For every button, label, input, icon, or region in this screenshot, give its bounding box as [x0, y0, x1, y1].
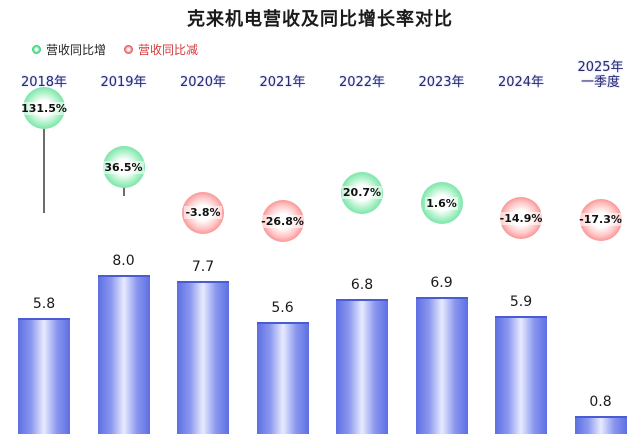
- x-tick-label: 2022年: [338, 75, 386, 90]
- growth-data-label: -26.8%: [260, 214, 305, 228]
- bar-data-label: 6.9: [430, 274, 453, 291]
- bar-data-label: 6.8: [350, 276, 374, 293]
- bar-data-label: 0.8: [589, 394, 612, 411]
- growth-data-label: 131.5%: [20, 101, 68, 115]
- revenue-bar: [495, 316, 547, 434]
- growth-bubble: 131.5%: [20, 87, 68, 129]
- growth-bubble: 36.5%: [102, 146, 145, 189]
- revenue-bar: [415, 296, 468, 434]
- bar-data-label: 8.0: [112, 253, 135, 269]
- growth-bubble: -14.9%: [498, 197, 544, 240]
- growth-bubble: 20.7%: [341, 171, 383, 214]
- growth-bubble: -3.8%: [182, 191, 224, 234]
- revenue-bar: [177, 280, 229, 434]
- legend-decrease-label: 营收同比减: [138, 43, 199, 57]
- revenue-bar: [574, 416, 627, 434]
- growth-bubble: -26.8%: [260, 200, 305, 242]
- revenue-bar: [97, 275, 150, 434]
- x-tick-label: 2025年 一季度: [577, 60, 624, 90]
- x-tick-label: 2023年: [418, 75, 465, 90]
- revenue-bar: [18, 318, 70, 434]
- growth-stem: [43, 108, 45, 214]
- revenue-bar: [336, 298, 388, 434]
- bar-data-label: 5.9: [509, 294, 533, 311]
- x-tick-label: 2019年: [100, 75, 147, 90]
- growth-data-label: 20.7%: [341, 186, 383, 200]
- chart-title: 克来机电营收及同比增长率对比: [187, 9, 453, 30]
- revenue-bar: [256, 322, 309, 434]
- bar-data-label: 7.7: [191, 258, 215, 275]
- growth-data-label: -14.9%: [498, 211, 544, 225]
- x-tick-label: 2020年: [179, 75, 227, 90]
- legend-increase-label: 营收同比增: [46, 43, 107, 57]
- bar-data-label: 5.6: [271, 300, 294, 317]
- growth-data-label: 1.6%: [425, 196, 458, 210]
- x-tick-label: 2024年: [497, 75, 545, 90]
- growth-data-label: -3.8%: [184, 206, 222, 220]
- growth-data-label: -17.3%: [578, 213, 623, 227]
- growth-bubble: 1.6%: [420, 182, 463, 225]
- increase-dot-icon: [32, 45, 41, 54]
- x-tick-label: 2021年: [259, 75, 306, 90]
- x-tick-label: 2018年: [20, 75, 68, 90]
- growth-data-label: 36.5%: [103, 160, 144, 174]
- legend-increase[interactable]: 营收同比增: [32, 41, 106, 58]
- bar-data-label: 5.8: [32, 296, 56, 313]
- growth-bubble: -17.3%: [578, 198, 623, 241]
- legend-decrease[interactable]: 营收同比减: [124, 41, 198, 58]
- decrease-dot-icon: [124, 45, 133, 54]
